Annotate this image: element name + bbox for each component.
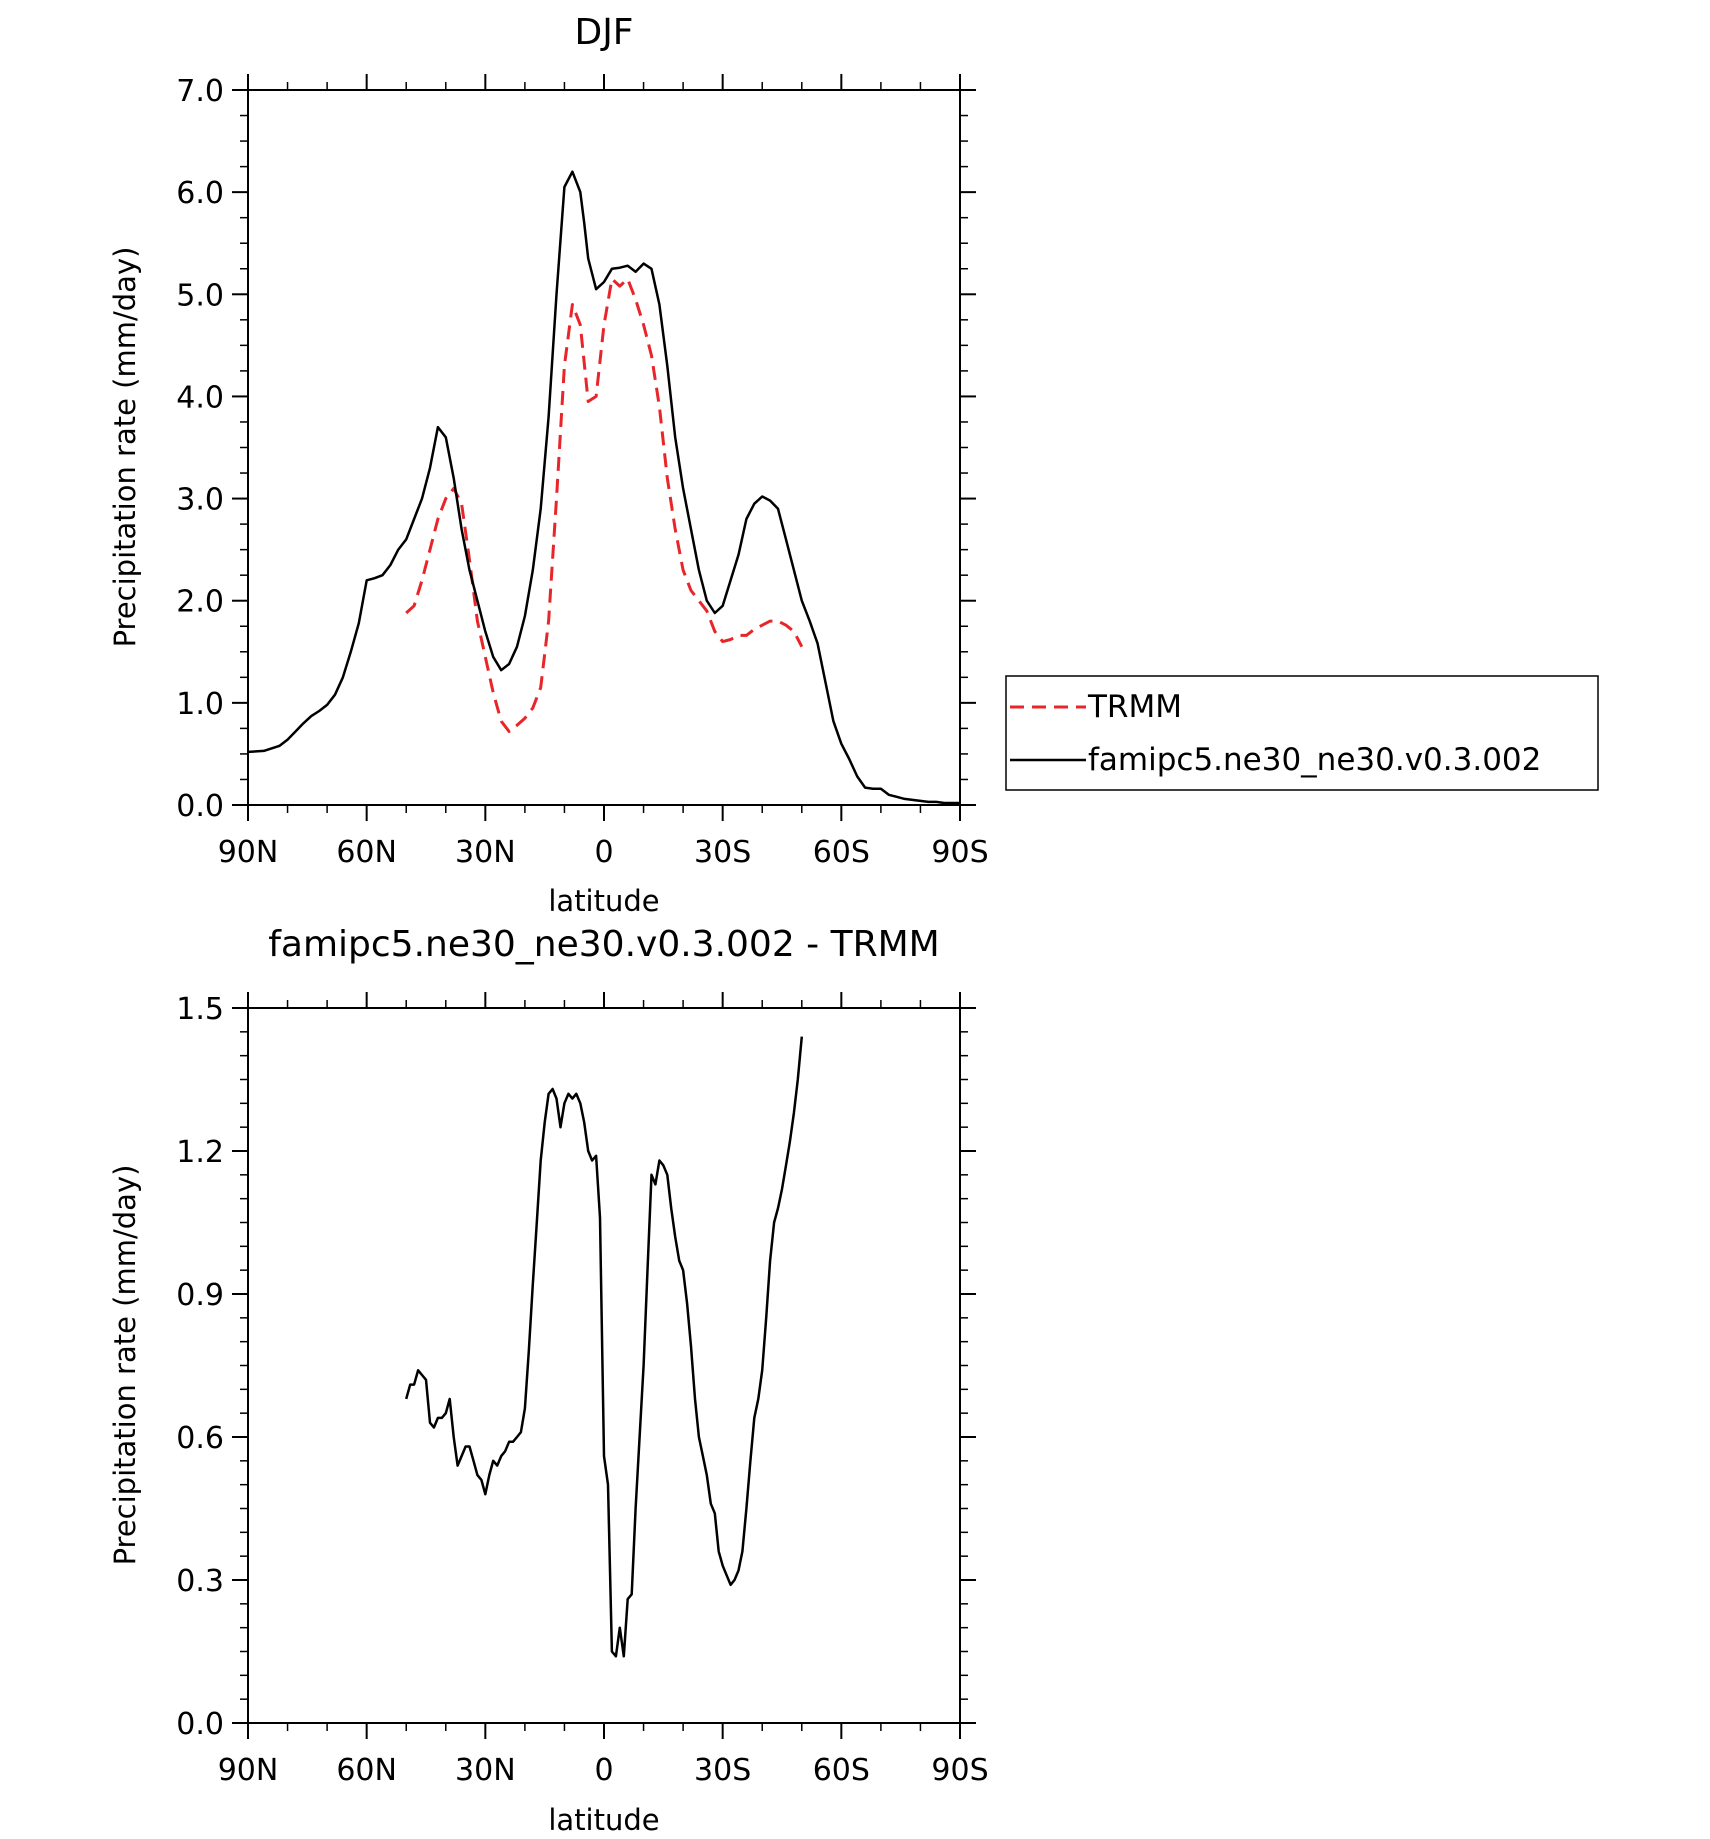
- chart2-x-tick-label: 90S: [931, 1753, 988, 1788]
- chart2-y-tick-label: 1.2: [176, 1135, 224, 1170]
- chart1-x-tick-label: 30S: [694, 835, 751, 870]
- chart1-x-axis-label: latitude: [548, 884, 659, 918]
- chart2-x-tick-label: 0: [594, 1753, 613, 1788]
- legend: TRMM famipc5.ne30_ne30.v0.3.002: [1005, 675, 1599, 791]
- chart2-x-tick-label: 30N: [455, 1753, 516, 1788]
- chart2-series-line-difference: [404, 1036, 804, 1658]
- chart1-series-line-trmm: [405, 277, 804, 733]
- chart2-x-axis-label: latitude: [548, 1803, 659, 1837]
- chart1-series-line-famipc5-ne30-ne30-v0-3-002: [247, 170, 960, 805]
- chart2-x-tick-label: 30S: [694, 1753, 751, 1788]
- legend-box: [1005, 675, 1599, 791]
- chart1-x-tick-label: 60S: [813, 835, 870, 870]
- chart2-plot-frame: [247, 1007, 961, 1724]
- chart2-y-tick-label: 0.3: [176, 1564, 224, 1599]
- chart1-x-tick-label: 30N: [455, 835, 516, 870]
- chart1-y-tick-label: 7.0: [176, 74, 224, 109]
- chart2-y-tick-label: 0.9: [176, 1278, 224, 1313]
- chart1-y-tick-label: 3.0: [176, 483, 224, 518]
- chart1-x-tick-label: 0: [594, 835, 613, 870]
- chart1-y-tick-label: 2.0: [176, 585, 224, 620]
- chart1-plot-frame: [247, 89, 961, 806]
- chart2-x-tick-label: 90N: [218, 1753, 279, 1788]
- chart2-plot: 90N 60N 30N 0 30S 60S 90S 0.0 0.3 0.6 0.9 1.2 1.5: [176, 992, 989, 1788]
- chart1-title: DJF: [574, 12, 633, 53]
- chart1-y-tick-label: 0.0: [176, 789, 224, 824]
- chart1-x-tick-label: 60N: [336, 835, 397, 870]
- chart2-y-tick-label: 0.6: [176, 1421, 224, 1456]
- chart2-x-tick-label: 60S: [813, 1753, 870, 1788]
- chart1-y-axis-label: Precipitation rate (mm/day): [108, 247, 142, 648]
- chart1-x-tick-label: 90S: [931, 835, 988, 870]
- chart2-title: famipc5.ne30_ne30.v0.3.002 - TRMM: [268, 924, 940, 965]
- chart1-plot: 90N 60N 30N 0 30S 60S 90S 0.0 1.0 2.0 3.0 4.0 5.0 6.0…: [176, 74, 989, 870]
- chart1-y-tick-label: 6.0: [176, 176, 224, 211]
- legend-label-model: famipc5.ne30_ne30.v0.3.002: [1088, 742, 1541, 778]
- legend-label-trmm: TRMM: [1087, 689, 1182, 725]
- chart2-y-tick-label: 1.5: [176, 992, 224, 1027]
- chart1-y-tick-label: 1.0: [176, 687, 224, 722]
- chart1-y-tick-label: 5.0: [176, 278, 224, 313]
- chart2-x-tick-label: 60N: [336, 1753, 397, 1788]
- chart1-y-tick-label: 4.0: [176, 380, 224, 415]
- chart2-y-axis-label: Precipitation rate (mm/day): [108, 1165, 142, 1566]
- chart1-x-tick-label: 90N: [218, 835, 279, 870]
- chart2-y-tick-label: 0.0: [176, 1707, 224, 1742]
